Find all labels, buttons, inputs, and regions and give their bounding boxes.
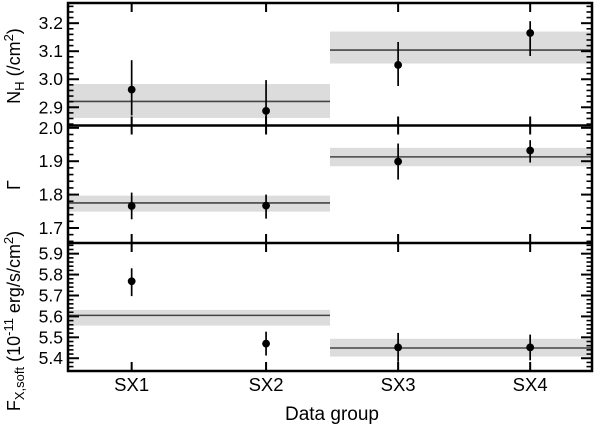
y-axis-title-part: (/cm [4,41,24,81]
data-point-gamma-SX2 [262,201,270,210]
y-axis-title-part: ) [4,28,24,34]
y-axis-title-part: (10 [4,336,24,367]
data-point-fxsoft-SX4 [526,343,535,352]
x-tick-label-SX3: SX3 [381,374,416,395]
data-point-gamma-SX4 [526,146,535,155]
data-point-fxsoft-SX2 [262,339,270,348]
x-tick-label-SX1: SX1 [114,374,149,395]
y-axis-title-part: Γ [4,180,24,190]
y-tick-label-gamma-1.9: 1.9 [39,151,63,171]
y-tick-label-fxsoft-5.7: 5.7 [39,285,63,305]
y-tick-label-fxsoft-5.9: 5.9 [39,244,63,264]
data-point-gamma-SX1 [127,202,136,210]
data-point-fxsoft-SX1 [127,277,136,286]
panel-gamma [68,140,592,220]
data-point-fxsoft-SX3 [394,343,403,352]
y-tick-label-nh-2.9: 2.9 [39,97,63,117]
y-axis-title-part: F [4,400,24,411]
y-axis-title-part: 2 [1,237,16,244]
x-axis-title: Data group [285,404,379,425]
x-tick-label-SX4: SX4 [513,374,548,395]
y-axis-title-fxsoft: FX,soft (10-11 erg/s/cm2) [1,231,27,411]
y-axis-title-gamma: Γ [4,180,24,190]
y-axis-title-part: N [4,91,24,104]
confidence-band-nh-1 [330,31,592,64]
y-tick-label-gamma-1.7: 1.7 [39,218,63,238]
x-tick-label-SX2: SX2 [249,374,284,395]
plot-frame [66,1,594,373]
y-tick-label-fxsoft-5.4: 5.4 [39,348,64,368]
data-point-nh-SX4 [526,29,535,37]
data-point-nh-SX3 [394,61,403,69]
y-axis-title-part: 2 [1,34,16,41]
data-point-nh-SX1 [127,85,136,94]
y-tick-label-fxsoft-5.6: 5.6 [39,306,63,326]
y-axis-title-nh: NH (/cm2) [1,28,27,104]
y-axis-title-part: erg/s/cm [4,244,24,318]
y-tick-label-fxsoft-5.5: 5.5 [39,327,63,347]
y-tick-label-nh-3.1: 3.1 [39,41,63,61]
y-tick-label-gamma-2.0: 2.0 [39,118,64,138]
y-tick-label-gamma-1.8: 1.8 [39,185,63,205]
y-tick-label-nh-3.2: 3.2 [39,13,63,33]
y-axis-title-part: H [12,81,27,90]
y-axis-title-part: ) [4,231,24,237]
confidence-band-fxsoft-0 [68,309,330,326]
y-tick-label-nh-3.0: 3.0 [39,69,64,89]
panel-nh [68,21,592,126]
panel-fxsoft [68,268,592,362]
data-point-nh-SX2 [262,107,270,115]
data-point-gamma-SX3 [394,157,403,166]
y-axis-title-part: X,soft [12,367,27,401]
y-axis-title-part: -11 [1,318,16,336]
y-tick-label-fxsoft-5.8: 5.8 [39,265,63,285]
